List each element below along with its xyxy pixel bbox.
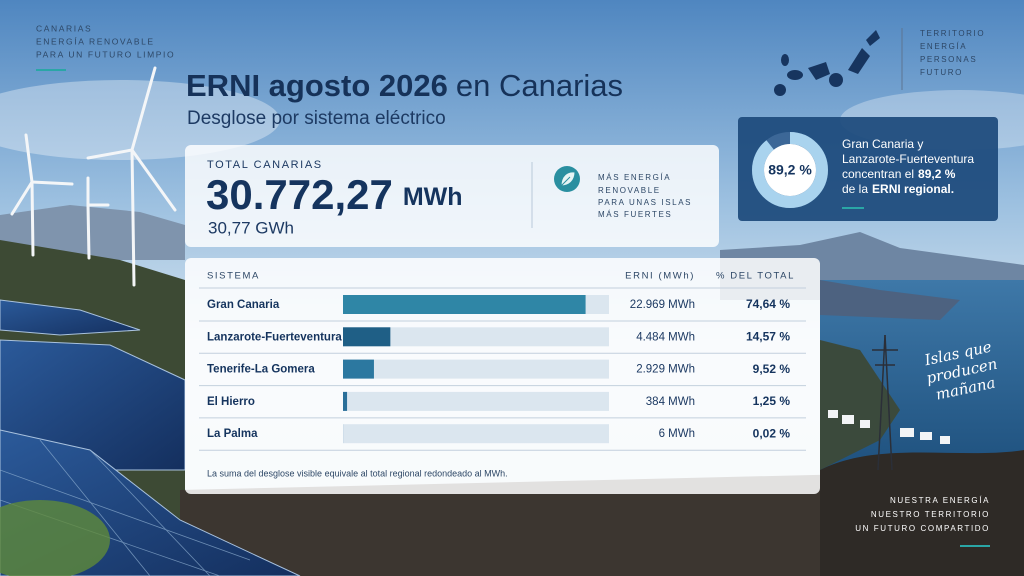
highlight-box: 89,2 % Gran Canaria y Lanzarote-Fuerteve… xyxy=(738,117,998,221)
tagline-line: NUESTRO TERRITORIO xyxy=(871,510,990,519)
percent-label: 9,52 % xyxy=(753,362,791,376)
tagline-line: ENERGÍA RENOVABLE xyxy=(36,36,155,46)
title: ERNI agosto 2026 en Canarias xyxy=(186,68,623,103)
highlight-text: concentran el xyxy=(842,167,914,181)
bar-track xyxy=(343,327,609,347)
right-tagline: TERRITORIO ENERGÍA PERSONAS FUTURO xyxy=(901,28,985,90)
slogan-line: PARA UNAS ISLAS xyxy=(598,198,692,207)
left-tagline: CANARIAS ENERGÍA RENOVABLE PARA UN FUTUR… xyxy=(36,23,175,71)
erni-value: 4.484 MWh xyxy=(636,331,695,343)
table-card: SISTEMA ERNI (MWh) % DEL TOTAL La suma d… xyxy=(185,258,820,494)
donut-arc xyxy=(752,132,828,208)
percent-label: 74,64 % xyxy=(746,297,790,311)
script-text: Islas que producen mañana xyxy=(922,338,999,404)
bar xyxy=(343,295,586,314)
tagline-line: PERSONAS xyxy=(920,55,977,64)
highlight-line: Lanzarote-Fuerteventura xyxy=(842,152,974,166)
row-label: El Hierro xyxy=(207,396,255,408)
bar-track xyxy=(343,424,609,444)
erni-value: 2.929 MWh xyxy=(636,364,695,376)
tagline-line: FUTURO xyxy=(920,68,963,77)
title-light: en Canarias xyxy=(456,68,623,103)
total-number: 30.772,27 xyxy=(206,171,393,218)
highlight-line: Gran Canaria y xyxy=(842,137,923,151)
slogan-line: MÁS ENERGÍA xyxy=(598,173,671,182)
highlight-text: de la xyxy=(842,182,868,196)
row-label: La Palma xyxy=(207,428,258,440)
tagline-line: UN FUTURO COMPARTIDO xyxy=(855,524,990,533)
column-header: SISTEMA xyxy=(207,271,260,282)
bottom-tagline: NUESTRA ENERGÍA NUESTRO TERRITORIO UN FU… xyxy=(855,496,990,547)
tagline-line: NUESTRA ENERGÍA xyxy=(890,496,990,505)
slogan-line: MÁS FUERTES xyxy=(598,210,672,219)
row-label: Lanzarote-Fuerteventura xyxy=(207,331,342,343)
highlight-line: concentran el 89,2 % xyxy=(842,167,956,181)
tagline-line: PARA UN FUTURO LIMPIO xyxy=(36,49,175,59)
tagline-line: CANARIAS xyxy=(36,23,92,33)
tagline-line: ENERGÍA xyxy=(920,42,967,51)
row-label: Tenerife-La Gomera xyxy=(207,364,315,376)
bar-track xyxy=(343,391,609,411)
bar xyxy=(343,391,348,411)
donut-label: 89,2 % xyxy=(768,162,812,178)
footnote: La suma del desglose visible equivale al… xyxy=(207,468,508,478)
column-header: % DEL TOTAL xyxy=(716,271,795,282)
bar xyxy=(343,359,374,379)
erni-value: 22.969 MWh xyxy=(630,299,695,311)
slogan-line: RENOVABLE xyxy=(598,186,661,195)
subtitle: Desglose por sistema eléctrico xyxy=(187,108,446,129)
column-header: ERNI (MWh) xyxy=(625,271,695,282)
total-label: TOTAL CANARIAS xyxy=(207,159,323,171)
percent-label: 1,25 % xyxy=(753,394,791,408)
row-label: Gran Canaria xyxy=(207,299,280,311)
total-secondary: 30,77 GWh xyxy=(208,218,294,237)
erni-value: 6 MWh xyxy=(659,428,695,440)
slogan: MÁS ENERGÍA RENOVABLE PARA UNAS ISLAS MÁ… xyxy=(598,173,692,219)
bar xyxy=(343,327,391,347)
percent-label: 14,57 % xyxy=(746,329,790,343)
total-value: 30.772,27 MWh xyxy=(206,171,463,218)
highlight-line: de la ERNI regional. xyxy=(842,182,954,196)
title-bold: ERNI agosto 2026 xyxy=(186,68,448,103)
highlight-value: 89,2 % xyxy=(918,167,956,181)
highlight-bold: ERNI regional. xyxy=(872,182,954,196)
percent-label: 0,02 % xyxy=(753,426,791,440)
tagline-line: TERRITORIO xyxy=(920,29,985,38)
erni-value: 384 MWh xyxy=(646,396,695,408)
total-card: TOTAL CANARIAS 30.772,27 MWh 30,77 GWh MÁ… xyxy=(185,145,719,247)
total-unit: MWh xyxy=(403,183,463,211)
bar-track xyxy=(343,359,609,379)
